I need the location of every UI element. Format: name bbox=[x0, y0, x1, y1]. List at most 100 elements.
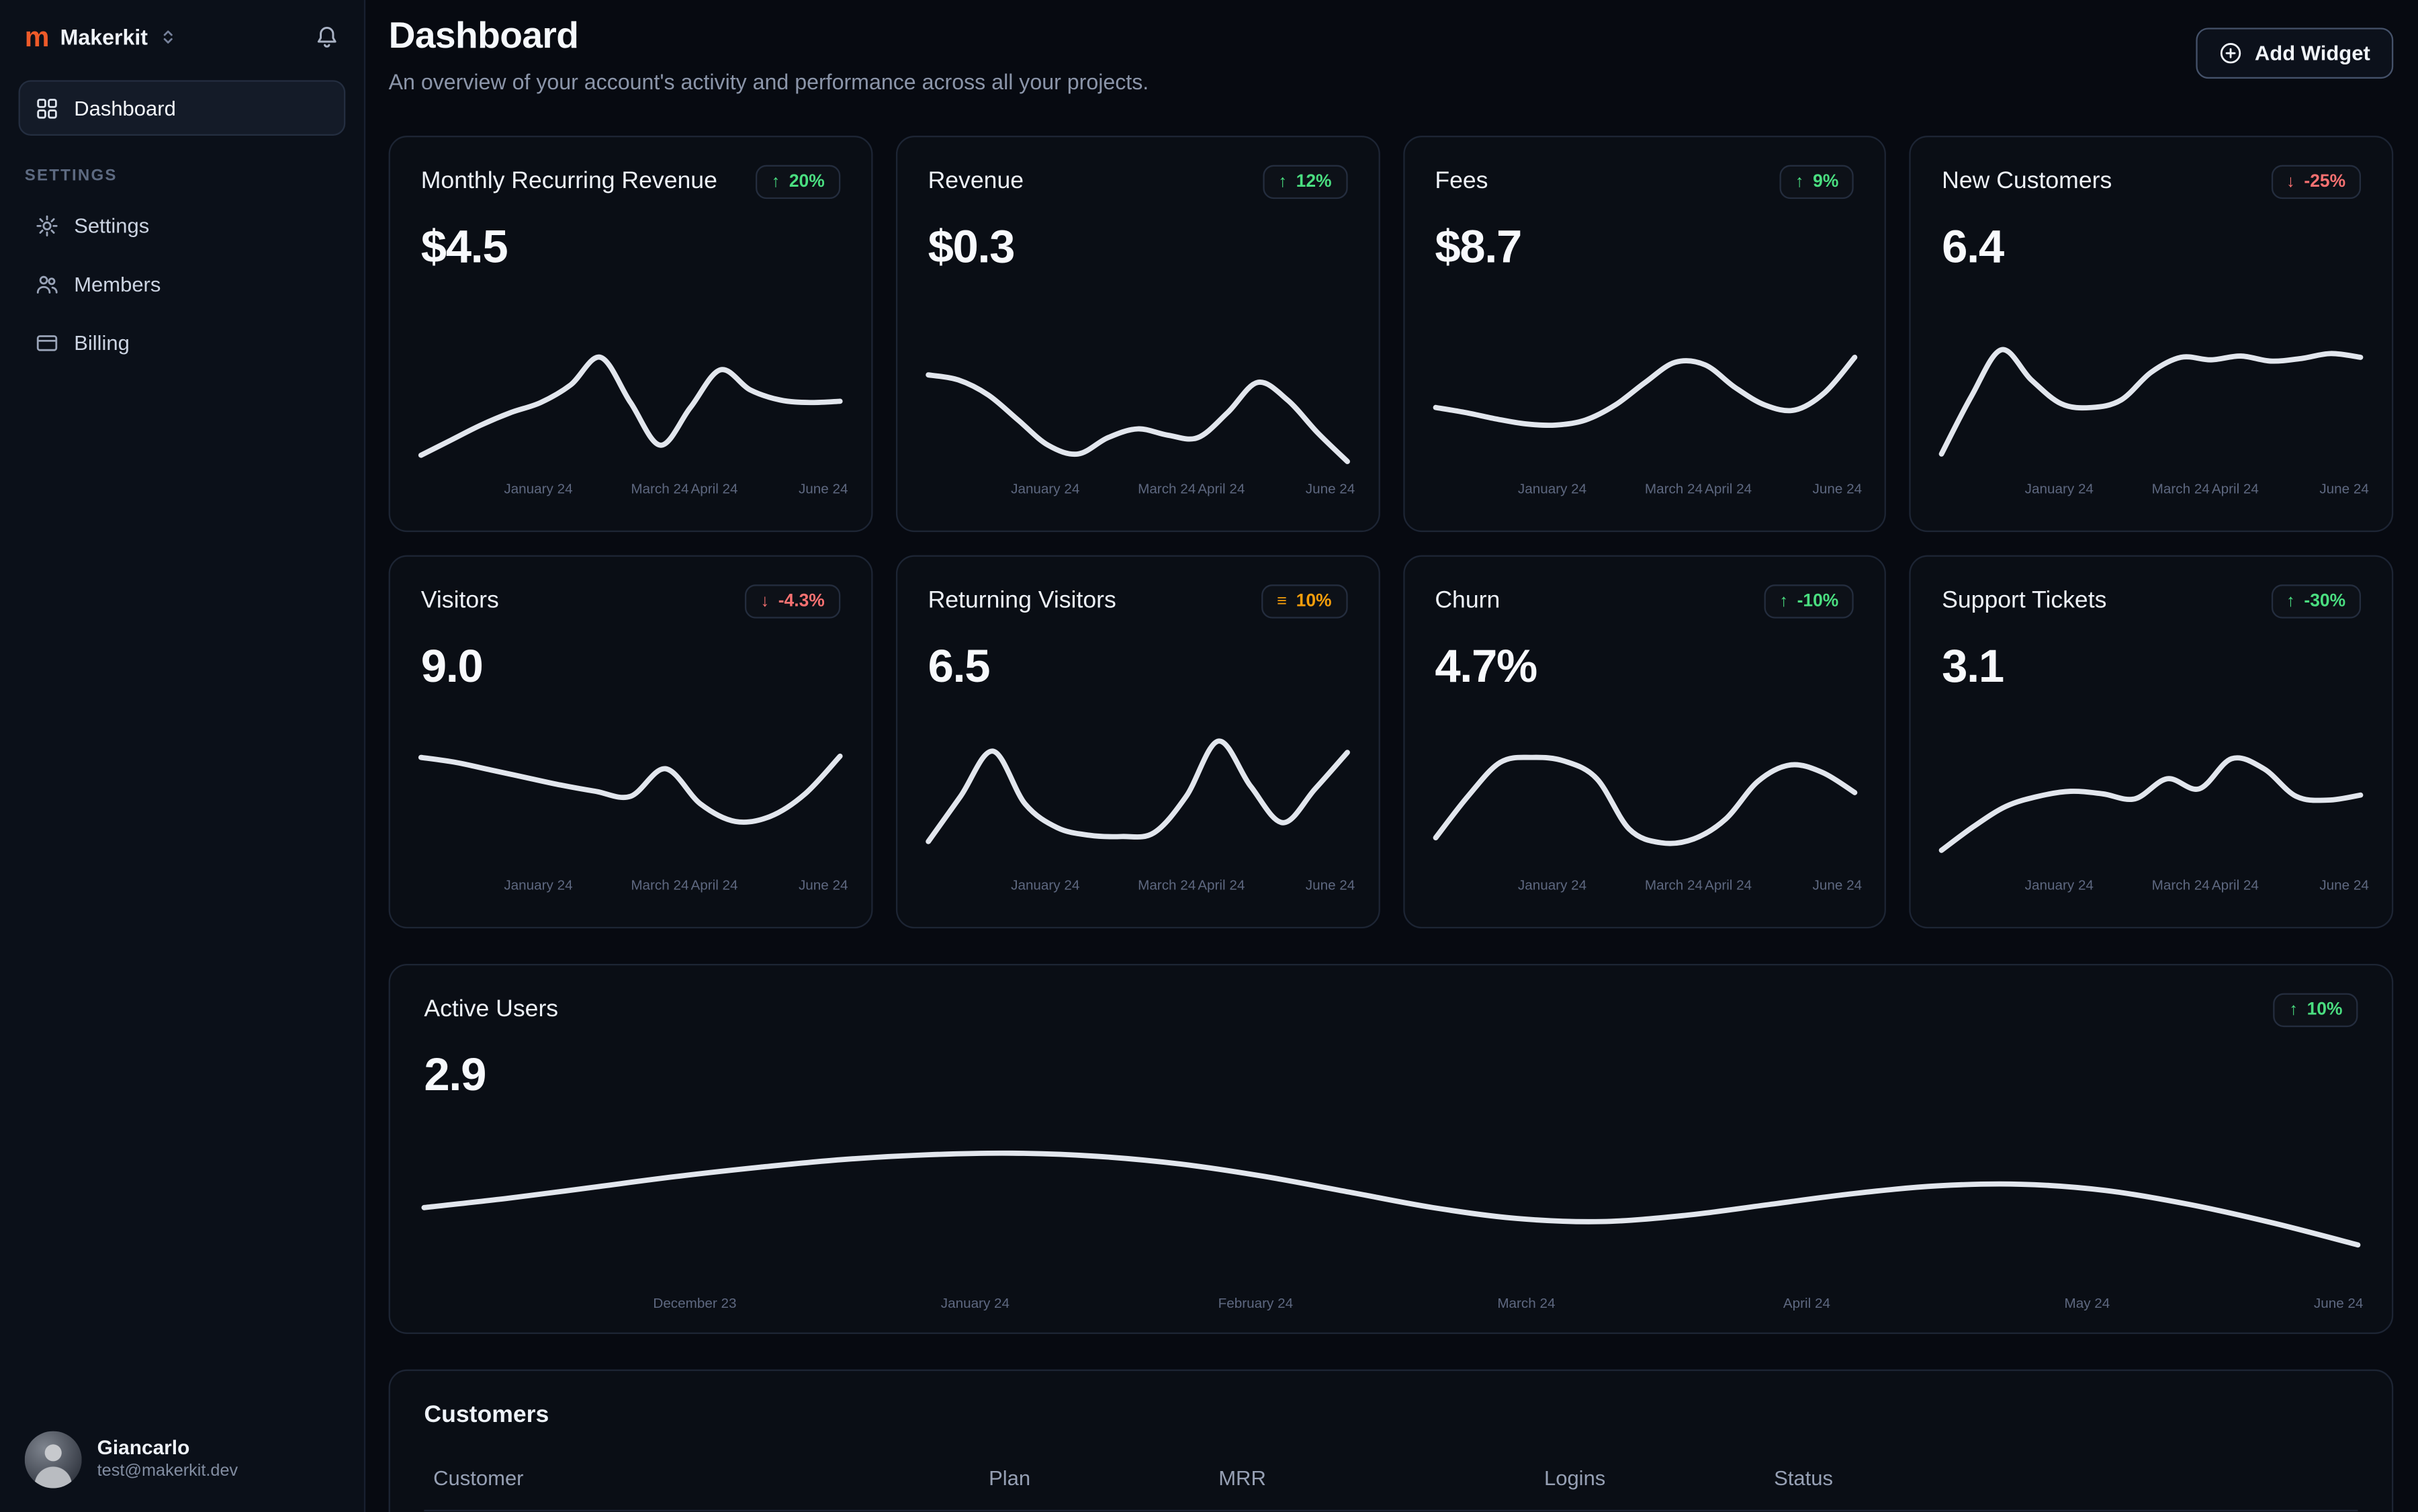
axis-tick-label: April 24 bbox=[1198, 481, 1245, 497]
axis-tick-label: January 24 bbox=[504, 877, 573, 893]
settings-section-label: SETTINGS bbox=[24, 166, 118, 185]
axis-tick-label: January 24 bbox=[504, 481, 573, 497]
axis-tick-label: March 24 bbox=[1497, 1295, 1556, 1311]
stat-value: $0.3 bbox=[928, 222, 1016, 273]
active-users-chart: December 23 January 24 February 24 March 24… bbox=[424, 1103, 2358, 1317]
trend-value: -4.3% bbox=[778, 592, 825, 611]
trend-badge: ↑ 10% bbox=[2274, 993, 2358, 1028]
stat-value: 6.4 bbox=[1942, 222, 2004, 273]
page-title: Dashboard bbox=[388, 15, 579, 57]
axis-tick-label: January 24 bbox=[2024, 481, 2094, 497]
sparkline-chart: January 24 March 24 April 24 June 24 bbox=[1435, 335, 1862, 502]
credit-card-icon bbox=[36, 330, 58, 353]
axis-tick-label: December 23 bbox=[653, 1295, 737, 1311]
axis-tick-label: April 24 bbox=[1705, 877, 1752, 893]
workspace-selector[interactable]: m Makerkit bbox=[0, 0, 364, 71]
stat-value: 9.0 bbox=[420, 641, 484, 693]
axis-tick-label: June 24 bbox=[2313, 1295, 2364, 1311]
sparkline-chart: January 24 March 24 April 24 June 24 bbox=[928, 731, 1355, 899]
column-header-plan: Plan bbox=[989, 1466, 1031, 1490]
sidebar-settings-nav: Settings Members Billing bbox=[0, 197, 364, 370]
axis-tick-label: March 24 bbox=[2151, 877, 2210, 893]
axis-tick-label: May 24 bbox=[2064, 1295, 2110, 1311]
plus-circle-icon bbox=[2219, 42, 2242, 64]
card-title: Monthly Recurring Revenue bbox=[420, 168, 717, 195]
sparkline-chart: January 24 March 24 April 24 June 24 bbox=[1435, 731, 1862, 899]
axis-tick-label: June 24 bbox=[1305, 877, 1355, 893]
user-name: Giancarlo bbox=[97, 1435, 190, 1459]
stat-card-new-customers: New Customers ↓ -25% 6.4 January 24 March … bbox=[1909, 136, 2394, 533]
trend-value: -10% bbox=[1797, 592, 1839, 611]
axis-tick-label: April 24 bbox=[1198, 877, 1245, 893]
axis-tick-label: April 24 bbox=[1705, 481, 1752, 497]
user-email: test@makerkit.dev bbox=[97, 1462, 238, 1481]
trend-badge: ↑ 20% bbox=[756, 165, 840, 199]
brand-name: Makerkit bbox=[60, 24, 148, 50]
axis-tick-label: June 24 bbox=[1812, 481, 1863, 497]
axis-tick-label: January 24 bbox=[1011, 877, 1080, 893]
axis-tick-label: January 24 bbox=[940, 1295, 1010, 1311]
stat-card-revenue: Revenue ↑ 12% $0.3 January 24 March 24 Apri… bbox=[895, 136, 1380, 533]
sparkline-chart: January 24 March 24 April 24 June 24 bbox=[1942, 731, 2369, 899]
column-header-status: Status bbox=[1774, 1466, 1834, 1490]
stats-row-1: Monthly Recurring Revenue ↑ 20% $4.5 Janu… bbox=[388, 136, 2394, 533]
sidebar-item-members[interactable]: Members bbox=[19, 256, 346, 312]
axis-tick-label: June 24 bbox=[2319, 481, 2369, 497]
column-header-customer: Customer bbox=[433, 1466, 524, 1490]
axis-tick-label: June 24 bbox=[1305, 481, 1355, 497]
sidebar-nav: Dashboard bbox=[0, 71, 364, 136]
axis-tick-label: April 24 bbox=[2211, 481, 2259, 497]
trend-value: -25% bbox=[2304, 173, 2346, 191]
stat-value: 4.7% bbox=[1435, 641, 1537, 693]
trend-icon: ↑ bbox=[2286, 591, 2295, 611]
trend-icon: ↓ bbox=[2286, 171, 2295, 191]
card-title: Returning Visitors bbox=[928, 587, 1116, 614]
card-title: Fees bbox=[1435, 168, 1488, 195]
stats-row-2: Visitors ↓ -4.3% 9.0 January 24 March 24 Ap… bbox=[388, 555, 2394, 929]
trend-icon: ↓ bbox=[760, 591, 769, 611]
axis-tick-label: March 24 bbox=[1644, 481, 1703, 497]
stat-value: 6.5 bbox=[928, 641, 991, 693]
trend-icon: ↑ bbox=[1278, 171, 1287, 191]
stat-value: $4.5 bbox=[420, 222, 508, 273]
sidebar-item-billing[interactable]: Billing bbox=[19, 314, 346, 370]
trend-value: 20% bbox=[789, 173, 825, 191]
sidebar-item-label: Billing bbox=[74, 330, 130, 354]
stat-value: 3.1 bbox=[1942, 641, 2004, 693]
axis-tick-label: June 24 bbox=[798, 877, 848, 893]
stat-value: 2.9 bbox=[424, 1050, 486, 1102]
sparkline-chart: January 24 March 24 April 24 June 24 bbox=[928, 335, 1355, 502]
axis-tick-label: March 24 bbox=[1138, 481, 1196, 497]
trend-badge: ≡ 10% bbox=[1261, 584, 1347, 619]
grid-icon bbox=[36, 96, 58, 119]
add-widget-button[interactable]: Add Widget bbox=[2196, 28, 2394, 79]
axis-tick-label: January 24 bbox=[1517, 877, 1587, 893]
user-menu[interactable]: Giancarlo test@makerkit.dev bbox=[0, 1406, 364, 1512]
customers-table-header: Customer Plan MRR Logins Status bbox=[424, 1466, 2358, 1512]
card-title: Visitors bbox=[420, 587, 499, 614]
trend-value: -30% bbox=[2304, 592, 2346, 611]
user-info: Giancarlo test@makerkit.dev bbox=[97, 1435, 238, 1482]
axis-tick-label: February 24 bbox=[1218, 1295, 1294, 1311]
stat-card-active-users: Active Users ↑ 10% 2.9 December 23 January… bbox=[388, 963, 2394, 1334]
axis-tick-label: January 24 bbox=[2024, 877, 2094, 893]
axis-tick-label: April 24 bbox=[1783, 1295, 1830, 1311]
axis-tick-label: April 24 bbox=[2211, 877, 2259, 893]
column-header-logins: Logins bbox=[1543, 1466, 1606, 1490]
trend-badge: ↓ -4.3% bbox=[745, 584, 840, 619]
trend-badge: ↑ -30% bbox=[2271, 584, 2362, 619]
card-title: New Customers bbox=[1942, 168, 2112, 195]
chevron-up-down-icon bbox=[159, 28, 177, 46]
trend-value: 10% bbox=[1296, 592, 1332, 611]
trend-badge: ↓ -25% bbox=[2271, 165, 2362, 199]
add-widget-label: Add Widget bbox=[2254, 41, 2370, 65]
sidebar-item-dashboard[interactable]: Dashboard bbox=[18, 80, 346, 136]
notifications-bell-icon[interactable] bbox=[314, 25, 339, 50]
trend-icon: ↑ bbox=[2289, 999, 2298, 1019]
trend-value: 9% bbox=[1813, 173, 1839, 191]
card-title: Support Tickets bbox=[1942, 587, 2107, 614]
trend-icon: ↑ bbox=[1795, 171, 1804, 191]
page-subtitle: An overview of your account's activity a… bbox=[388, 69, 1149, 95]
sidebar-item-settings[interactable]: Settings bbox=[19, 197, 346, 253]
